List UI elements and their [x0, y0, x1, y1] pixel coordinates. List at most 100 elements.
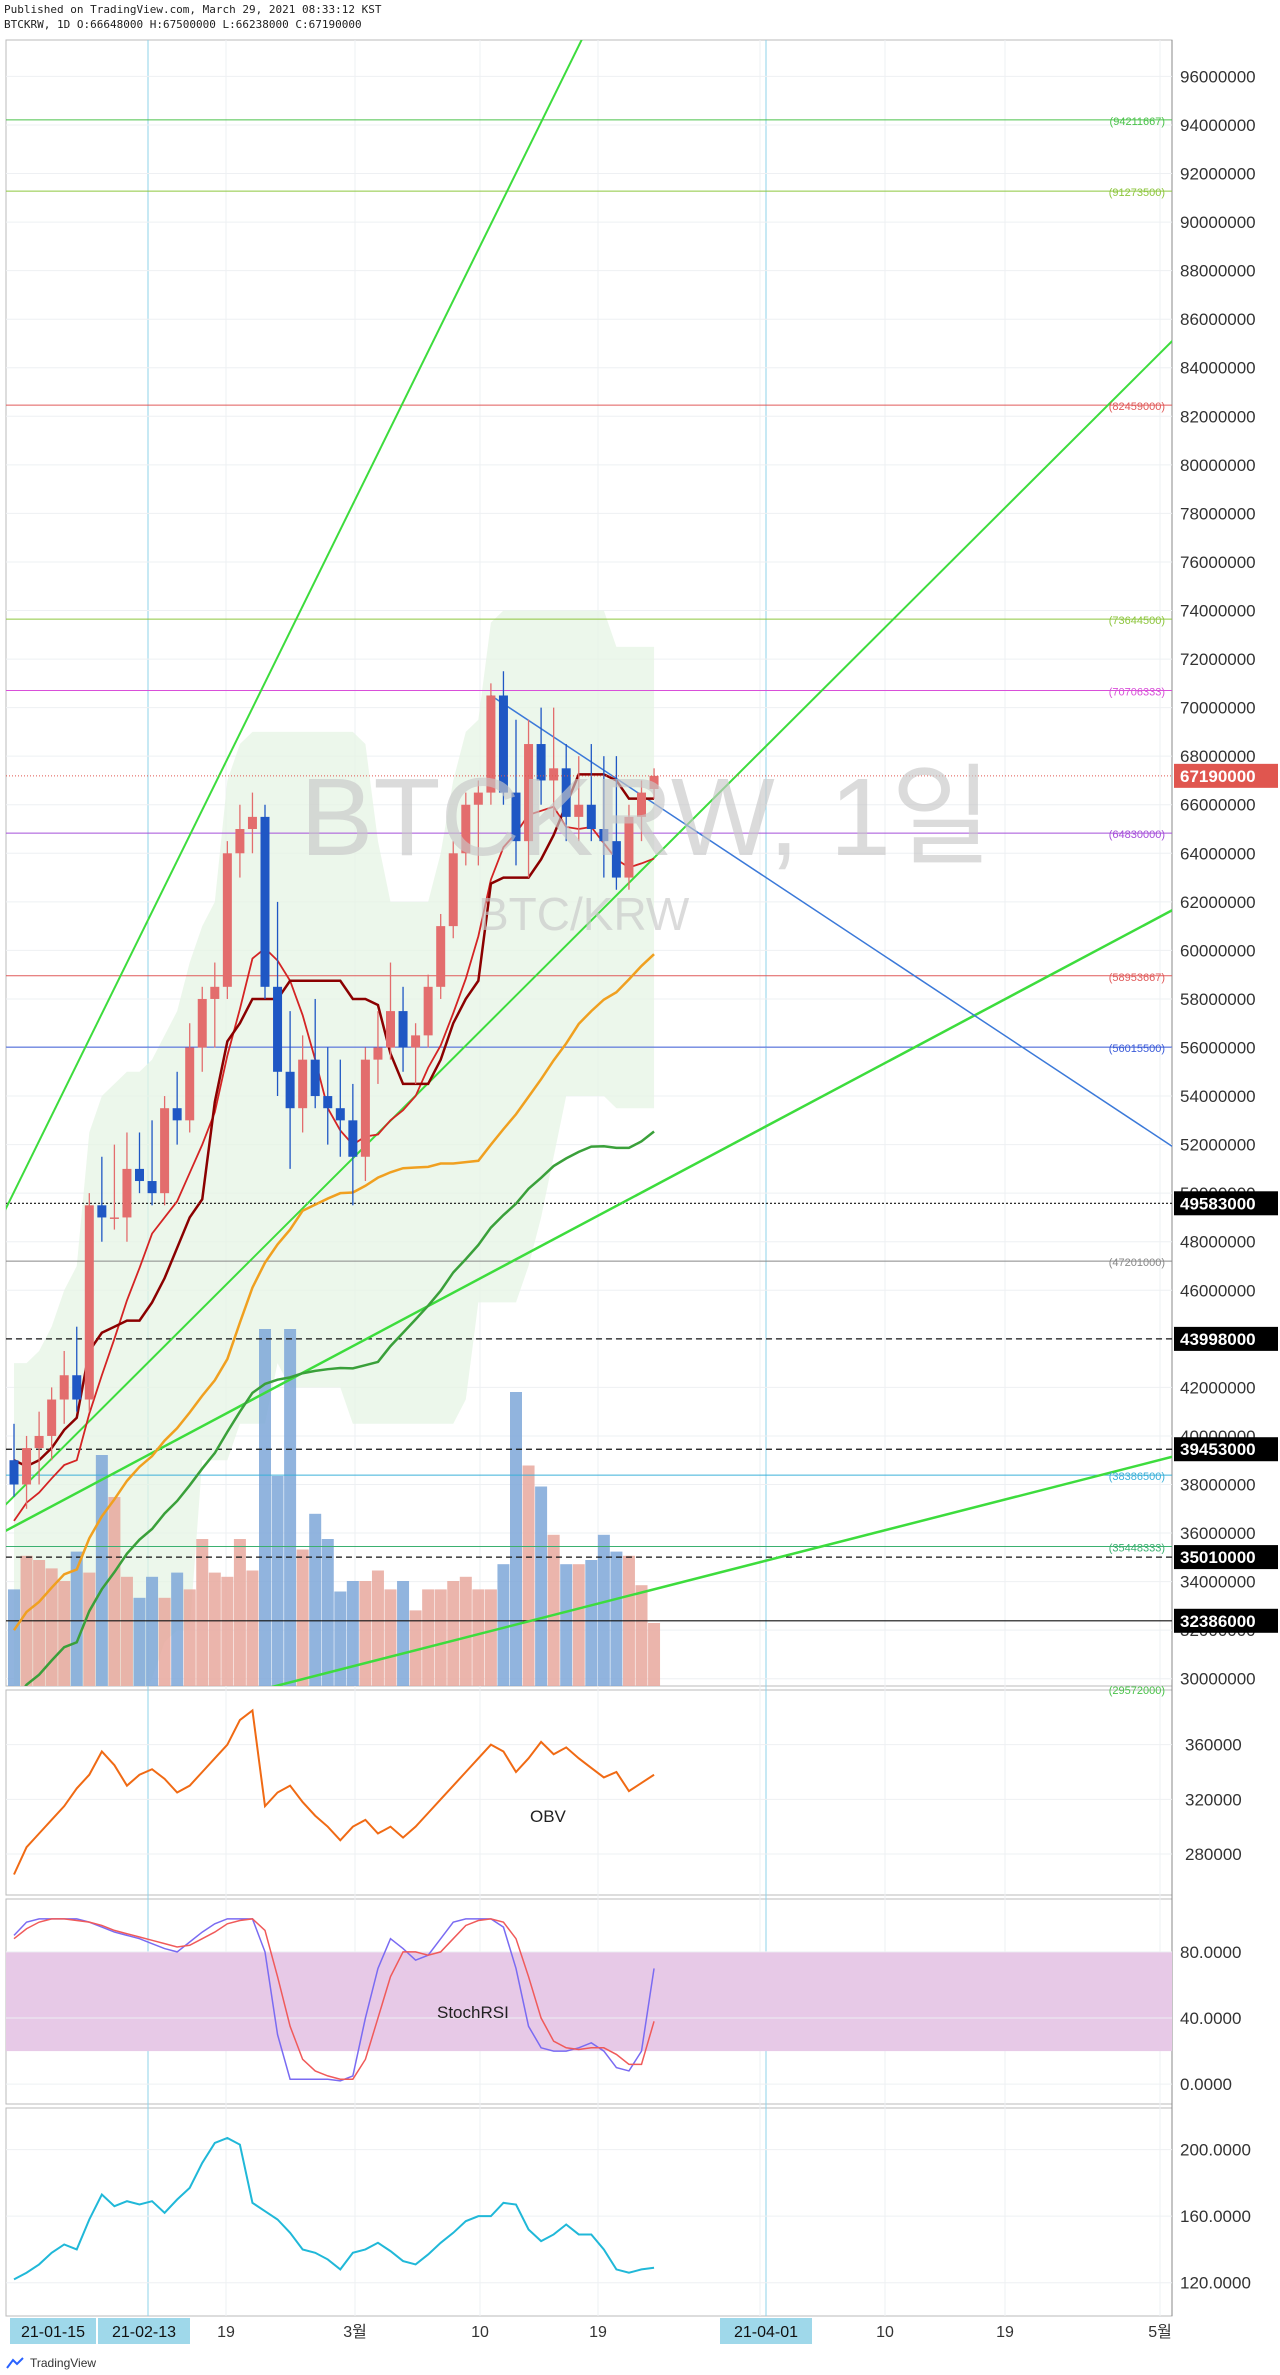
candle-body — [160, 1108, 170, 1194]
candle-body — [524, 744, 534, 842]
cyan-indicator-line — [13, 2136, 655, 2281]
fib-level-label: (38386500) — [1109, 1471, 1165, 1483]
candle-body — [511, 792, 521, 842]
volume-bar — [434, 1589, 447, 1686]
candle-body — [235, 829, 245, 854]
price-tick-label: 56000000 — [1180, 1039, 1256, 1058]
candle-body — [72, 1375, 82, 1400]
volume-bar — [585, 1560, 598, 1686]
volume-bar — [196, 1539, 209, 1686]
candle-body — [323, 1096, 333, 1109]
candle-body — [273, 986, 283, 1072]
price-tick-label: 96000000 — [1180, 67, 1256, 86]
published-line: Published on TradingView.com, March 29, … — [4, 3, 382, 16]
price-tick-label: 64000000 — [1180, 844, 1256, 863]
volume-bar — [8, 1589, 20, 1686]
volume-bar — [183, 1589, 196, 1686]
price-tick-label: 74000000 — [1180, 602, 1256, 621]
cyan-plot — [13, 2136, 655, 2281]
watermark-symbol: BTCKRW, 1일 — [300, 756, 992, 879]
volume-bar — [133, 1597, 146, 1686]
fib-level-label: (70706333) — [1109, 686, 1165, 698]
x-axis-label: 21-02-13 — [112, 2324, 176, 2341]
ma-long-line — [24, 1130, 655, 1686]
candle-body — [185, 1047, 195, 1121]
candle-body — [536, 744, 546, 781]
obv-line — [13, 1708, 655, 1875]
volume-bar — [284, 1329, 297, 1686]
volume-bar — [497, 1564, 510, 1686]
candle-body — [9, 1460, 19, 1485]
fib-level-label: (58953667) — [1109, 972, 1165, 984]
tradingview-logo-icon — [6, 2357, 24, 2369]
fib-level-label: (91273500) — [1109, 187, 1165, 199]
price-tick-label: 52000000 — [1180, 1136, 1256, 1155]
ichimoku-cloud — [14, 610, 655, 1686]
volume-bar — [108, 1497, 121, 1686]
x-axis-highlight — [720, 2318, 812, 2344]
candle-body — [586, 804, 596, 830]
ma-mid-line — [12, 953, 655, 1631]
key-level-tag — [1174, 1437, 1278, 1462]
volume-bar — [384, 1589, 397, 1686]
volume-bar — [459, 1576, 472, 1686]
price-tick-label: 34000000 — [1180, 1573, 1256, 1592]
price-tick-label: 94000000 — [1180, 116, 1256, 135]
fib-level-label: (82459000) — [1109, 401, 1165, 413]
volume-bar — [371, 1570, 384, 1686]
fib-level-label: (94211667) — [1110, 116, 1165, 128]
candle-body — [247, 816, 257, 830]
price-tick-label: 86000000 — [1180, 310, 1256, 329]
candle-body — [47, 1399, 57, 1436]
price-tick-label: 68000000 — [1180, 747, 1256, 766]
stochrsi-d-line — [13, 1918, 655, 2080]
volume-bar — [409, 1610, 422, 1686]
x-axis-label: 21-01-15 — [21, 2324, 85, 2341]
fib-level-label: (47201000) — [1109, 1257, 1165, 1269]
stochrsi-k-line — [13, 1918, 655, 2082]
candle-body — [624, 816, 634, 878]
price-tick-label: 42000000 — [1180, 1378, 1256, 1397]
volume-bar — [221, 1576, 234, 1686]
volume-bar — [510, 1392, 522, 1686]
candle-body — [498, 695, 508, 793]
last-price-label: 67190000 — [1180, 767, 1256, 786]
price-tick-label: 78000000 — [1180, 504, 1256, 523]
candle-body — [486, 695, 496, 793]
obv-tick-label: 280000 — [1185, 1845, 1242, 1864]
price-tick-label: 90000000 — [1180, 213, 1256, 232]
volume-bar — [246, 1570, 259, 1686]
volume-bar — [58, 1581, 71, 1686]
volume-bar — [560, 1564, 573, 1686]
footer-brand[interactable]: TradingView — [6, 2356, 96, 2370]
key-level-tag — [1174, 1326, 1278, 1351]
price-tick-label: 72000000 — [1180, 650, 1256, 669]
candle-body — [172, 1108, 182, 1121]
main-plot — [6, 40, 1172, 1686]
price-tick-label: 82000000 — [1180, 407, 1256, 426]
candle-body — [549, 768, 559, 781]
candle-body — [97, 1205, 107, 1218]
price-tick-label: 38000000 — [1180, 1475, 1256, 1494]
stochrsi-title: StochRSI — [437, 2003, 509, 2022]
volume-bar — [70, 1551, 83, 1686]
price-tick-label: 36000000 — [1180, 1524, 1256, 1543]
volume-bar — [472, 1589, 485, 1686]
price-tick-label: 60000000 — [1180, 941, 1256, 960]
candle-body — [84, 1205, 94, 1400]
last-price-tag — [1174, 763, 1278, 788]
volume-bar — [259, 1329, 271, 1686]
cyan-pane — [5, 2107, 1173, 2317]
x-axis-label: 3월 — [343, 2323, 367, 2341]
volume-bar — [447, 1581, 460, 1686]
key-level-tag-label: 39453000 — [1180, 1440, 1256, 1459]
price-tick-label: 88000000 — [1180, 262, 1256, 281]
key-level-tag — [1174, 1608, 1278, 1633]
descending-resistance-line — [490, 694, 1172, 1148]
candle-body — [423, 986, 433, 1036]
candle-body — [59, 1375, 69, 1400]
volume-bar — [233, 1539, 246, 1686]
chart-header: Published on TradingView.com, March 29, … — [4, 2, 382, 32]
candle-body — [473, 792, 483, 805]
